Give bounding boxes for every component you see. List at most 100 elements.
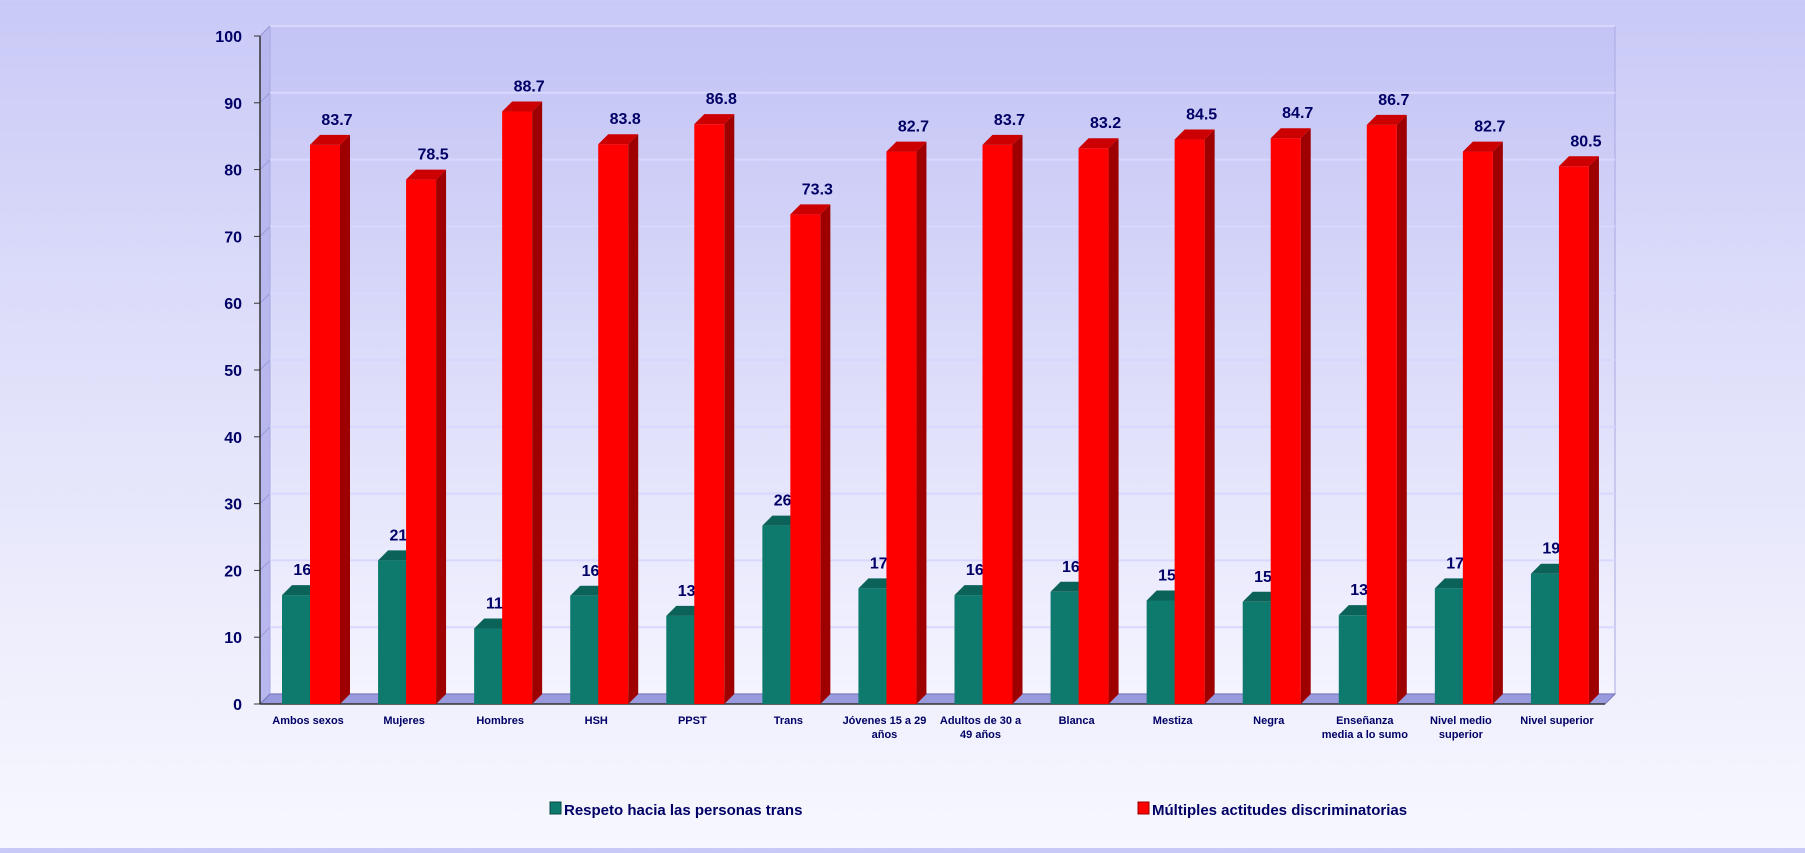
gridline-side (259, 159, 271, 170)
data-label: 83.2 (1090, 115, 1121, 132)
x-tick-label: Nivel medio (1430, 715, 1492, 727)
bar (1050, 591, 1081, 704)
bar (598, 144, 629, 704)
bar-top (598, 134, 639, 145)
bar (570, 595, 601, 704)
bar-side (1108, 138, 1119, 704)
gridline-side (259, 92, 271, 104)
data-label: 84.7 (1282, 105, 1313, 122)
bar-top (406, 169, 447, 180)
legend-label: Respeto hacia las personas trans (564, 802, 802, 819)
y-tick-label: 0 (233, 697, 242, 714)
x-tick-label: Trans (774, 715, 803, 727)
bar (762, 525, 793, 704)
y-tick-label: 30 (224, 497, 242, 514)
bar-top (790, 204, 831, 215)
bar (1174, 139, 1205, 705)
legend-swatch (549, 801, 562, 815)
y-tick-label: 80 (224, 163, 242, 180)
y-tick-label: 90 (224, 96, 242, 113)
bar-side (340, 134, 350, 704)
bar (1434, 588, 1465, 704)
x-tick-label: Enseñanza (1336, 715, 1394, 727)
bar-side (436, 169, 447, 704)
bar-top (1174, 129, 1215, 140)
gridline-side (259, 626, 271, 638)
bar (790, 214, 821, 704)
data-label: 86.8 (706, 91, 737, 108)
bar (954, 595, 985, 704)
data-label: 83.7 (321, 112, 352, 129)
data-label: 82.7 (898, 119, 929, 136)
bar (1366, 124, 1397, 705)
y-tick-label: 60 (224, 296, 242, 313)
bar (502, 111, 533, 704)
bar-side (1012, 134, 1023, 704)
gridline-side (259, 426, 271, 438)
bar (1558, 166, 1589, 704)
bar (858, 588, 889, 704)
bar (310, 144, 340, 704)
bar-side (820, 204, 831, 704)
gridline-side (259, 25, 271, 37)
gridline-side (259, 292, 271, 304)
legend-label: Múltiples actitudes discriminatorias (1152, 802, 1407, 819)
bar-top (1558, 156, 1599, 167)
data-label: 88.7 (514, 78, 545, 95)
bar (886, 151, 917, 705)
x-tick-label: años (872, 729, 898, 741)
x-tick-label: Adultos de 30 a (940, 715, 1022, 727)
bar (694, 124, 725, 704)
data-label: 82.7 (1474, 119, 1505, 136)
gridline-side (259, 493, 271, 504)
bar-side (1588, 156, 1599, 704)
data-label: 84.5 (1186, 107, 1217, 124)
chart-floor (258, 693, 1617, 705)
bar-side (724, 114, 735, 704)
bar (406, 179, 437, 704)
bar (1270, 138, 1301, 705)
x-tick-label: PPST (678, 715, 707, 727)
bar-top (1366, 114, 1407, 125)
bar-side (1396, 114, 1407, 705)
bar (1462, 151, 1493, 705)
x-tick-label: 49 años (960, 729, 1001, 741)
bar-top (886, 141, 927, 152)
gridline-side (259, 226, 271, 237)
bar (1338, 615, 1369, 704)
bar-top (1462, 141, 1503, 152)
bar (1146, 600, 1177, 704)
bar-top (1270, 128, 1311, 139)
y-tick-label: 10 (224, 630, 242, 647)
x-tick-label: Nivel superior (1520, 715, 1594, 727)
bar-side (532, 101, 543, 704)
gridline-side (259, 560, 271, 571)
bar-side (628, 134, 639, 704)
gridline-side (259, 359, 271, 371)
data-label: 83.7 (994, 112, 1025, 129)
y-tick-label: 40 (224, 430, 242, 447)
bar (982, 144, 1013, 704)
x-tick-label: Ambos sexos (272, 715, 344, 727)
bar (1530, 573, 1561, 704)
y-tick-label: 70 (224, 229, 242, 246)
data-label: 80.5 (1570, 133, 1601, 150)
data-label: 83.8 (610, 111, 641, 128)
x-tick-label: media a lo sumo (1322, 729, 1408, 741)
bar (474, 628, 505, 704)
bar-top (310, 134, 350, 145)
bar (378, 560, 409, 704)
bar-top (502, 101, 543, 112)
bar-top (982, 134, 1023, 145)
bar-side (1492, 141, 1503, 705)
bar-side (1300, 128, 1311, 705)
bar-side (916, 141, 927, 705)
data-label: 78.5 (418, 147, 449, 164)
bar-side (1204, 129, 1215, 705)
x-tick-label: Blanca (1059, 715, 1096, 727)
y-tick-label: 20 (224, 563, 242, 580)
x-tick-label: superior (1439, 729, 1484, 741)
bar-top (694, 114, 735, 125)
x-tick-label: Jóvenes 15 a 29 (843, 715, 927, 727)
